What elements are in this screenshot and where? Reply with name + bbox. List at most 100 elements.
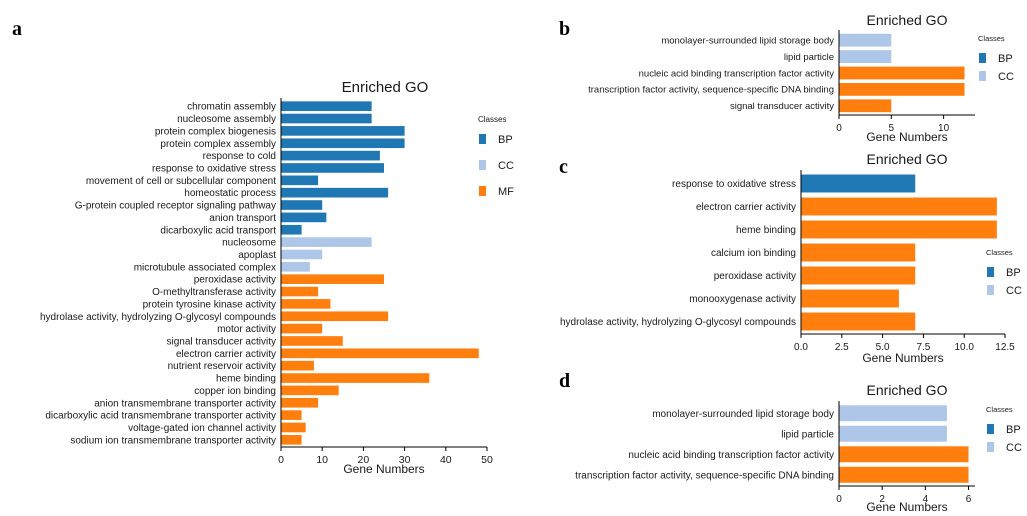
bar-a-8 (281, 200, 323, 210)
legend-b: Classes BP CC (978, 34, 1014, 83)
bar-b-0 (839, 33, 892, 47)
category-label-a-3: protein complex assembly (160, 139, 276, 150)
bar-a-15 (281, 286, 319, 297)
bar-c-2 (801, 220, 997, 239)
x-tick-label-d-1: 2 (879, 494, 885, 505)
panel-label-a: a (12, 18, 22, 40)
x-tick-label-a-2: 20 (358, 454, 370, 466)
bar-a-0 (281, 101, 372, 111)
legend-swatch-a-2 (479, 186, 486, 196)
legend-title-a: Classes (478, 115, 506, 124)
chart-b: Enriched GO monolayer-surrounded lipid st… (588, 12, 1014, 144)
bar-b-2 (839, 66, 965, 80)
panel-label-c: c (559, 156, 568, 178)
category-label-a-15: O-methyltransferase activity (152, 287, 276, 298)
x-axis-label-d: Gene Numbers (866, 500, 947, 514)
x-tick-label-a-1: 10 (316, 454, 328, 466)
bar-a-11 (281, 237, 372, 247)
category-label-a-13: microtubule associated complex (134, 262, 276, 273)
bar-a-10 (281, 224, 302, 235)
bar-a-2 (281, 126, 405, 136)
category-label-a-9: anion transport (209, 213, 276, 224)
bar-a-7 (281, 187, 389, 198)
legend-title-d: Classes (986, 405, 1013, 414)
bar-c-3 (801, 243, 916, 262)
category-label-c-4: peroxidase activity (714, 271, 796, 282)
bar-b-3 (839, 83, 965, 96)
category-label-a-18: motor activity (217, 324, 276, 335)
x-tick-label-a-5: 50 (481, 454, 493, 466)
category-label-a-0: chromatin assembly (187, 102, 276, 113)
x-axis-label-a: Gene Numbers (343, 462, 424, 476)
bar-d-3 (839, 466, 969, 483)
x-tick-label-c-5: 12.5 (995, 342, 1015, 353)
category-label-a-17: hydrolase activity, hydrolyzing O-glycos… (40, 312, 276, 323)
bar-c-1 (801, 197, 997, 216)
x-tick-label-b-1: 5 (889, 123, 895, 134)
category-label-d-2: nucleic acid binding transcription facto… (628, 450, 834, 461)
category-label-a-5: response to oxidative stress (152, 163, 276, 174)
panel-label-d: d (559, 370, 571, 392)
category-label-c-6: hydrolase activity, hydrolyzing O-glycos… (560, 317, 796, 328)
bar-c-6 (801, 312, 916, 331)
category-label-d-1: lipid particle (781, 429, 834, 440)
bar-c-0 (801, 174, 916, 193)
category-label-a-25: dicarboxylic acid transmembrane transpor… (45, 411, 276, 422)
category-label-a-2: protein complex biogenesis (155, 126, 276, 137)
legend-swatch-c-1 (987, 285, 994, 295)
legend-title-c: Classes (986, 248, 1013, 257)
legend-entry-d-1: CC (1006, 442, 1022, 454)
category-label-d-3: transcription factor activity, sequence-… (575, 470, 834, 481)
category-label-a-26: voltage-gated ion channel activity (128, 423, 276, 434)
category-label-a-16: protein tyrosine kinase activity (143, 299, 276, 310)
legend-title-b: Classes (978, 34, 1005, 43)
x-tick-label-c-3: 7.5 (916, 342, 930, 353)
legend-swatch-b-0 (979, 53, 986, 63)
legend-entry-c-0: BP (1006, 267, 1021, 279)
bar-a-9 (281, 212, 327, 223)
category-label-a-10: dicarboxylic acid transport (160, 225, 276, 236)
category-label-b-2: nucleic acid binding transcription facto… (639, 68, 835, 79)
x-tick-label-a-4: 40 (440, 454, 452, 466)
bar-d-2 (839, 446, 969, 463)
category-label-a-1: nucleosome assembly (177, 114, 276, 125)
legend-entry-d-0: BP (1006, 424, 1021, 436)
bar-a-16 (281, 299, 331, 309)
category-label-b-1: lipid particle (784, 52, 834, 63)
category-label-d-0: monolayer-surrounded lipid storage body (652, 409, 834, 420)
x-tick-label-c-4: 10.0 (954, 342, 974, 353)
category-label-a-11: nucleosome (222, 238, 276, 249)
bar-a-25 (281, 410, 302, 420)
category-label-a-24: anion transmembrane transporter activity (94, 398, 276, 409)
category-label-a-14: peroxidase activity (194, 275, 276, 286)
legend-entry-c-1: CC (1006, 285, 1022, 297)
category-label-a-27: sodium ion transmembrane transporter act… (70, 435, 276, 446)
bar-a-5 (281, 163, 384, 173)
x-axis-label-c: Gene Numbers (862, 351, 943, 365)
category-label-a-12: apoplast (238, 250, 276, 261)
x-axis-label-b: Gene Numbers (866, 130, 947, 144)
category-label-c-5: monooxygenase activity (689, 294, 796, 305)
category-label-c-3: calcium ion binding (711, 248, 796, 259)
chart-title-b: Enriched GO (867, 12, 948, 28)
x-tick-label-d-2: 4 (923, 494, 929, 505)
category-label-a-23: copper ion binding (194, 386, 276, 397)
bar-a-20 (281, 348, 479, 359)
legend-swatch-b-1 (979, 71, 986, 81)
legend-entry-a-1: CC (498, 160, 514, 172)
bar-a-27 (281, 435, 302, 445)
bar-a-18 (281, 323, 323, 334)
bar-a-24 (281, 397, 319, 408)
category-label-a-22: heme binding (216, 374, 276, 385)
legend-a: Classes BP CC MF (478, 115, 514, 198)
bar-a-13 (281, 262, 310, 272)
category-label-a-19: signal transducer activity (167, 336, 277, 347)
chart-a: Enriched GO chromatin assemblynucleosome … (40, 79, 514, 476)
category-label-c-0: response to oxidative stress (672, 179, 796, 190)
bar-a-26 (281, 422, 306, 433)
chart-title-d: Enriched GO (867, 382, 948, 398)
category-label-b-4: signal transducer activity (730, 101, 834, 112)
category-label-a-6: movement of cell or subcellular componen… (86, 176, 276, 187)
legend-swatch-d-0 (987, 424, 994, 434)
bar-a-1 (281, 113, 372, 124)
